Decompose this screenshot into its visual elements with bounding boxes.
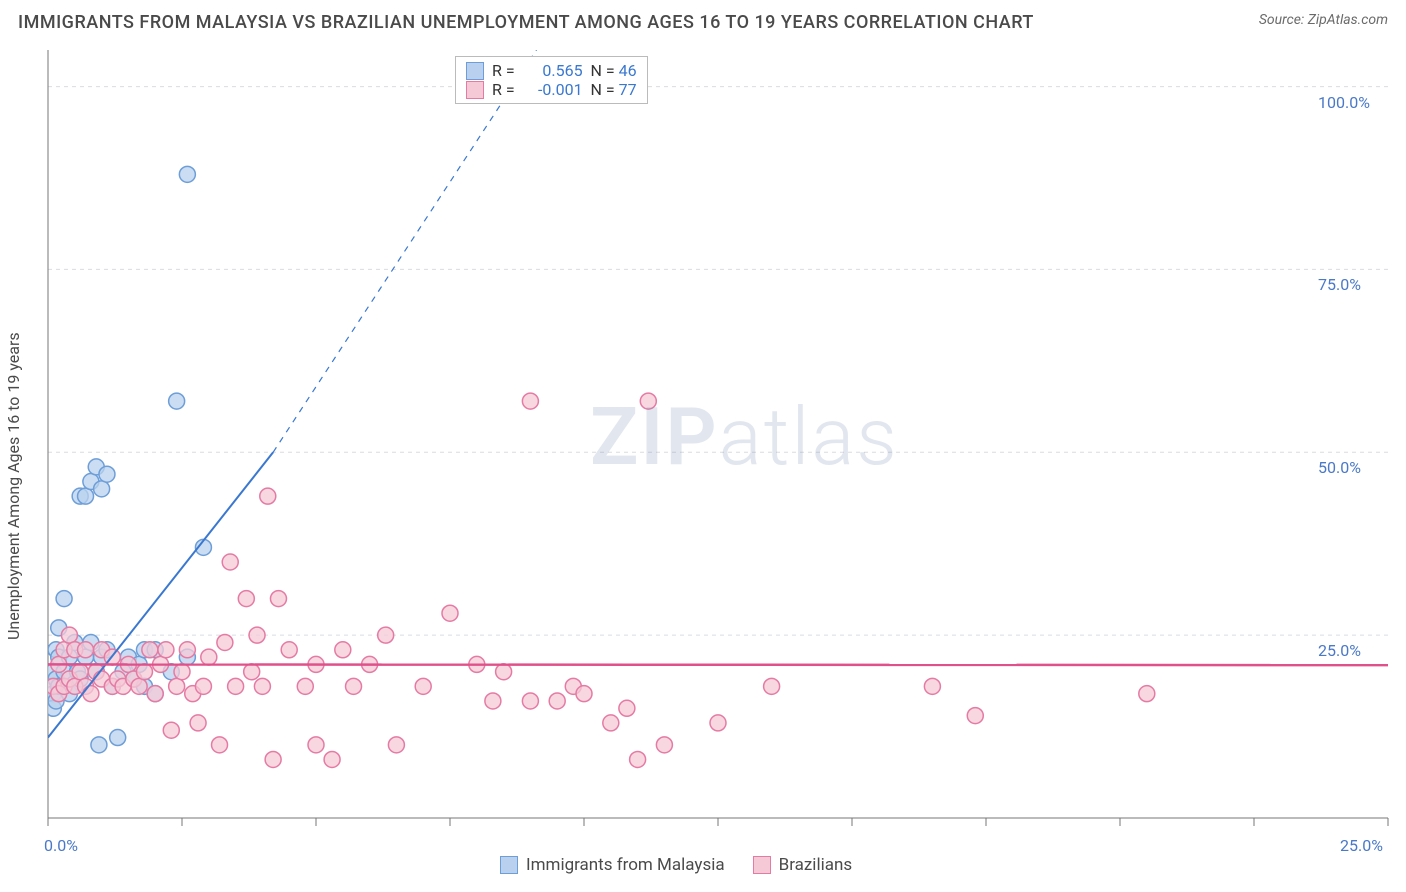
y-tick-label: 50.0% xyxy=(1318,458,1361,477)
correlation-legend: R = 0.565 N = 46R = -0.001 N = 77 xyxy=(455,56,648,104)
legend-row: R = 0.565 N = 46 xyxy=(466,61,637,80)
legend-row: R = -0.001 N = 77 xyxy=(466,80,637,99)
legend-swatch xyxy=(753,856,771,874)
legend-item: Brazilians xyxy=(753,855,853,875)
scatter-plot xyxy=(0,0,1406,892)
y-tick-label: 100.0% xyxy=(1318,93,1370,112)
legend-swatch xyxy=(466,62,484,80)
y-tick-label: 25.0% xyxy=(1318,641,1361,660)
legend-label: Brazilians xyxy=(779,855,853,875)
x-tick-label: 25.0% xyxy=(1340,836,1383,855)
x-tick-label: 0.0% xyxy=(44,836,78,855)
legend-item: Immigrants from Malaysia xyxy=(500,855,725,875)
legend-swatch xyxy=(466,81,484,99)
legend-label: Immigrants from Malaysia xyxy=(526,855,725,875)
y-tick-label: 75.0% xyxy=(1318,275,1361,294)
legend-swatch xyxy=(500,856,518,874)
series-legend: Immigrants from Malaysia Brazilians xyxy=(500,855,852,875)
